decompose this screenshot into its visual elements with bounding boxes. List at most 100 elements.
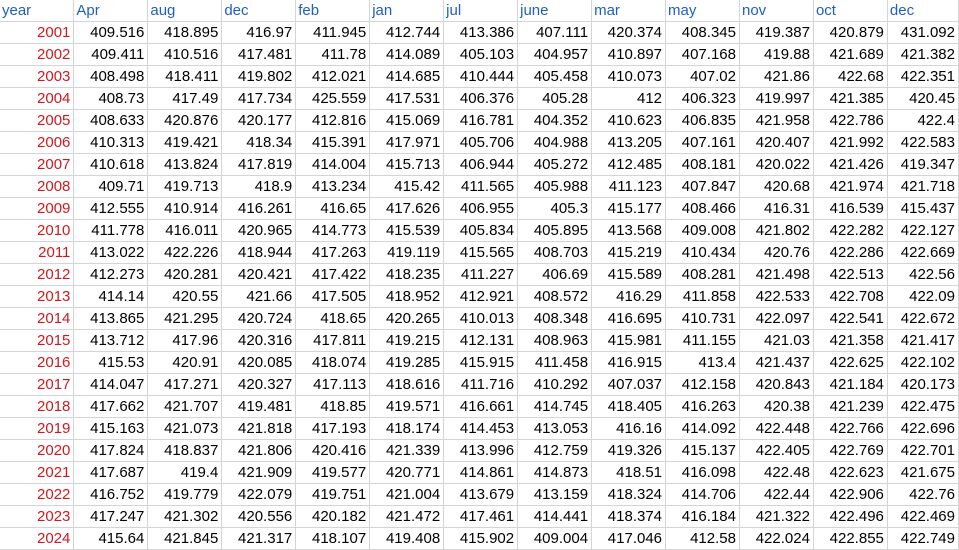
value-cell[interactable]: 418.324 (591, 483, 667, 506)
value-cell[interactable]: 413.679 (443, 483, 519, 506)
value-cell[interactable]: 421.498 (739, 263, 814, 286)
value-cell[interactable]: 417.734 (221, 87, 297, 110)
value-cell[interactable]: 405.706 (443, 131, 519, 154)
value-cell[interactable]: 422.906 (813, 483, 888, 506)
value-cell[interactable]: 416.781 (443, 109, 519, 132)
value-cell[interactable]: 421.974 (813, 175, 888, 198)
column-header-2[interactable]: aug (147, 0, 223, 22)
value-cell[interactable]: 421.239 (813, 395, 888, 418)
value-cell[interactable]: 417.819 (221, 153, 297, 176)
value-cell[interactable]: 407.168 (665, 43, 740, 66)
value-cell[interactable]: 420.38 (739, 395, 814, 418)
value-cell[interactable]: 421.184 (813, 373, 888, 396)
value-cell[interactable]: 421.707 (147, 395, 223, 418)
value-cell[interactable]: 416.263 (665, 395, 740, 418)
value-cell[interactable]: 411.123 (591, 175, 667, 198)
year-cell[interactable]: 2007 (0, 153, 75, 176)
value-cell[interactable]: 407.847 (665, 175, 740, 198)
column-header-10[interactable]: nov (739, 0, 814, 22)
value-cell[interactable]: 417.461 (443, 505, 519, 528)
value-cell[interactable]: 417.662 (73, 395, 149, 418)
value-cell[interactable]: 410.313 (73, 131, 149, 154)
value-cell[interactable]: 421.909 (221, 461, 297, 484)
value-cell[interactable]: 414.004 (295, 153, 371, 176)
value-cell[interactable]: 421.295 (147, 307, 223, 330)
value-cell[interactable]: 421.358 (813, 329, 888, 352)
value-cell[interactable]: 407.161 (665, 131, 740, 154)
year-cell[interactable]: 2023 (0, 505, 75, 528)
column-header-7[interactable]: june (517, 0, 593, 22)
value-cell[interactable]: 413.865 (73, 307, 149, 330)
value-cell[interactable]: 416.261 (221, 197, 297, 220)
value-cell[interactable]: 405.458 (517, 65, 593, 88)
value-cell[interactable]: 417.271 (147, 373, 223, 396)
year-cell[interactable]: 2021 (0, 461, 75, 484)
value-cell[interactable]: 408.572 (517, 285, 593, 308)
value-cell[interactable]: 418.34 (221, 131, 297, 154)
value-cell[interactable]: 412.921 (443, 285, 519, 308)
value-cell[interactable]: 409.71 (73, 175, 149, 198)
value-cell[interactable]: 415.902 (443, 527, 519, 550)
value-cell[interactable]: 419.408 (369, 527, 445, 550)
value-cell[interactable]: 416.31 (739, 197, 814, 220)
year-cell[interactable]: 2009 (0, 197, 75, 220)
value-cell[interactable]: 422.127 (887, 219, 959, 242)
value-cell[interactable]: 418.074 (295, 351, 371, 374)
value-cell[interactable]: 421.66 (221, 285, 297, 308)
column-header-12[interactable]: dec (887, 0, 959, 22)
value-cell[interactable]: 413.205 (591, 131, 667, 154)
value-cell[interactable]: 412.158 (665, 373, 740, 396)
value-cell[interactable]: 421.426 (813, 153, 888, 176)
column-header-6[interactable]: jul (443, 0, 519, 22)
value-cell[interactable]: 420.76 (739, 241, 814, 264)
value-cell[interactable]: 408.633 (73, 109, 149, 132)
value-cell[interactable]: 408.73 (73, 87, 149, 110)
value-cell[interactable]: 422.56 (887, 263, 959, 286)
value-cell[interactable]: 411.716 (443, 373, 519, 396)
year-cell[interactable]: 2008 (0, 175, 75, 198)
value-cell[interactable]: 419.215 (369, 329, 445, 352)
value-cell[interactable]: 408.963 (517, 329, 593, 352)
value-cell[interactable]: 417.811 (295, 329, 371, 352)
value-cell[interactable]: 418.837 (147, 439, 223, 462)
value-cell[interactable]: 416.16 (591, 417, 667, 440)
value-cell[interactable]: 406.955 (443, 197, 519, 220)
value-cell[interactable]: 413.386 (443, 21, 519, 44)
value-cell[interactable]: 420.085 (221, 351, 297, 374)
year-cell[interactable]: 2022 (0, 483, 75, 506)
value-cell[interactable]: 412.131 (443, 329, 519, 352)
value-cell[interactable]: 416.97 (221, 21, 297, 44)
value-cell[interactable]: 415.915 (443, 351, 519, 374)
value-cell[interactable]: 420.177 (221, 109, 297, 132)
value-cell[interactable]: 408.181 (665, 153, 740, 176)
value-cell[interactable]: 415.539 (369, 219, 445, 242)
value-cell[interactable]: 421.339 (369, 439, 445, 462)
value-cell[interactable]: 418.952 (369, 285, 445, 308)
value-cell[interactable]: 411.458 (517, 351, 593, 374)
value-cell[interactable]: 408.348 (517, 307, 593, 330)
column-header-1[interactable]: Apr (73, 0, 149, 22)
value-cell[interactable]: 417.422 (295, 263, 371, 286)
value-cell[interactable]: 408.498 (73, 65, 149, 88)
value-cell[interactable]: 410.292 (517, 373, 593, 396)
value-cell[interactable]: 417.193 (295, 417, 371, 440)
value-cell[interactable]: 421.675 (887, 461, 959, 484)
value-cell[interactable]: 421.992 (813, 131, 888, 154)
value-cell[interactable]: 418.895 (147, 21, 223, 44)
value-cell[interactable]: 421.322 (739, 505, 814, 528)
value-cell[interactable]: 420.965 (221, 219, 297, 242)
value-cell[interactable]: 420.724 (221, 307, 297, 330)
value-cell[interactable]: 408.466 (665, 197, 740, 220)
value-cell[interactable]: 405.988 (517, 175, 593, 198)
value-cell[interactable]: 415.163 (73, 417, 149, 440)
value-cell[interactable]: 417.824 (73, 439, 149, 462)
value-cell[interactable]: 418.85 (295, 395, 371, 418)
value-cell[interactable]: 422.672 (887, 307, 959, 330)
value-cell[interactable]: 422.469 (887, 505, 959, 528)
value-cell[interactable]: 420.91 (147, 351, 223, 374)
value-cell[interactable]: 411.858 (665, 285, 740, 308)
value-cell[interactable]: 421.472 (369, 505, 445, 528)
value-cell[interactable]: 414.685 (369, 65, 445, 88)
value-cell[interactable]: 421.417 (887, 329, 959, 352)
year-cell[interactable]: 2002 (0, 43, 75, 66)
